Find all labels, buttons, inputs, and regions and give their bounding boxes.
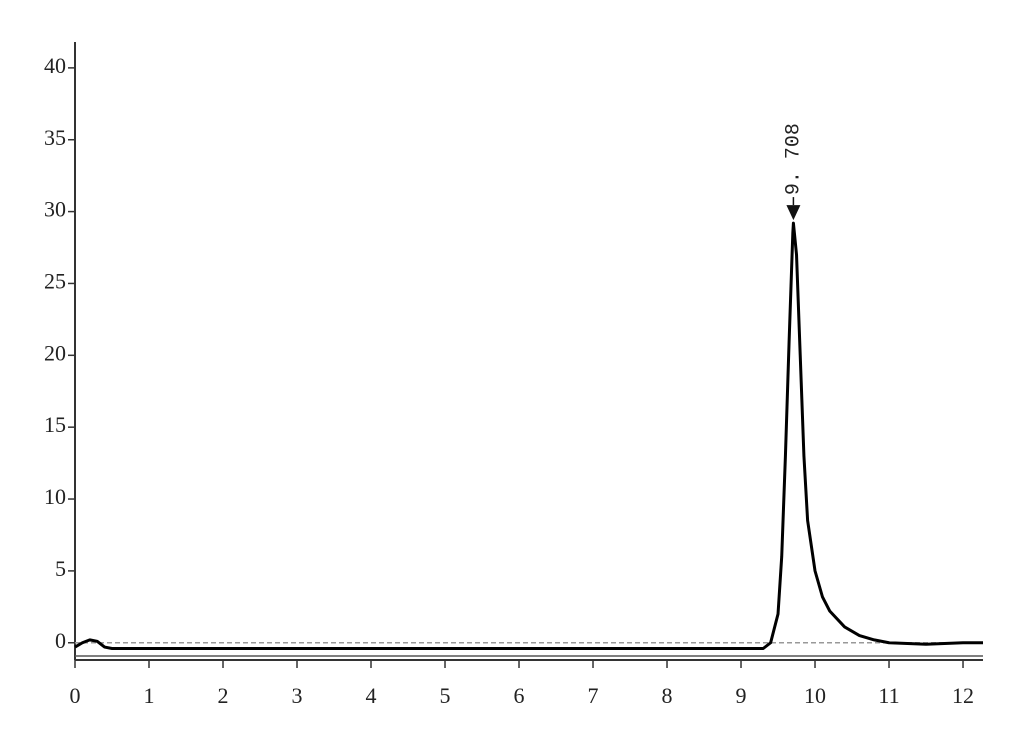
y-tick-label: 15 [44, 412, 66, 437]
x-tick-label: 0 [70, 683, 81, 708]
peak-label: 9. 708 [783, 123, 806, 195]
y-tick-label: 30 [44, 197, 66, 222]
x-tick-label: 10 [804, 683, 826, 708]
x-tick-label: 3 [292, 683, 303, 708]
y-tick-label: 25 [44, 268, 66, 293]
x-tick-label: 2 [218, 683, 229, 708]
x-tick-label: 4 [366, 683, 377, 708]
y-tick-label: 10 [44, 484, 66, 509]
y-tick-label: 40 [44, 53, 66, 78]
y-tick-label: 35 [44, 125, 66, 150]
x-tick-label: 9 [736, 683, 747, 708]
y-tick-label: 0 [55, 628, 66, 653]
x-tick-label: 11 [878, 683, 899, 708]
x-tick-label: 6 [514, 683, 525, 708]
y-tick-label: 5 [55, 556, 66, 581]
x-tick-label: 1 [144, 683, 155, 708]
x-tick-label: 7 [588, 683, 599, 708]
x-tick-label: 8 [662, 683, 673, 708]
x-tick-label: 12 [952, 683, 974, 708]
y-tick-label: 20 [44, 340, 66, 365]
peak-marker [786, 205, 801, 221]
trace [74, 221, 983, 650]
x-tick-label: 5 [440, 683, 451, 708]
